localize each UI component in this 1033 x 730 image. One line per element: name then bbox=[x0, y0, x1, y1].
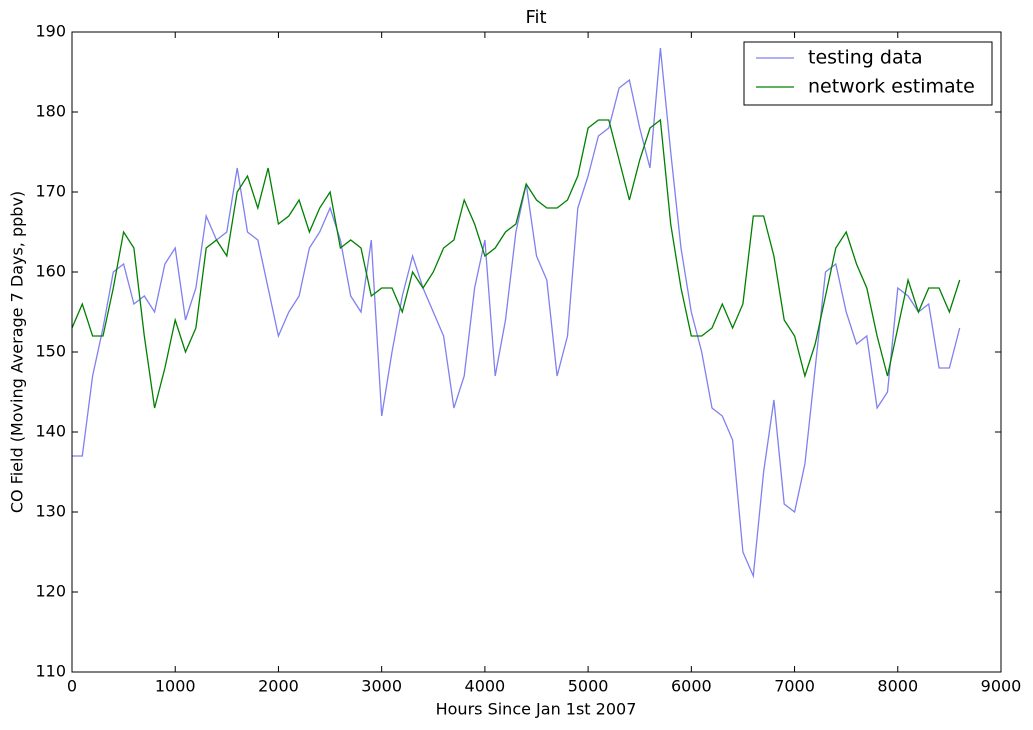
x-tick-label: 9000 bbox=[981, 677, 1022, 696]
data-line bbox=[71, 118, 961, 409]
x-tick-label: 2000 bbox=[258, 677, 299, 696]
x-tick-label: 4000 bbox=[465, 677, 506, 696]
data-line bbox=[72, 47, 961, 579]
plot-frame bbox=[71, 31, 1002, 673]
y-tick-label: 110 bbox=[35, 662, 66, 681]
legend-label: testing data bbox=[808, 47, 923, 69]
y-axis-label: CO Field (Moving Average 7 Days, ppbv) bbox=[8, 191, 27, 513]
y-tick-label: 160 bbox=[35, 262, 66, 281]
x-tick-label: 1000 bbox=[155, 677, 196, 696]
y-tick-label: 150 bbox=[35, 342, 66, 361]
y-tick-label: 120 bbox=[35, 582, 66, 601]
y-tick-label: 130 bbox=[35, 502, 66, 521]
y-tick-label: 170 bbox=[35, 182, 66, 201]
legend-box bbox=[743, 41, 993, 106]
x-axis-label: Hours Since Jan 1st 2007 bbox=[436, 700, 637, 719]
legend-label: network estimate bbox=[808, 76, 975, 98]
y-tick-label: 140 bbox=[35, 422, 66, 441]
x-tick-label: 6000 bbox=[671, 677, 712, 696]
y-tick-label: 190 bbox=[35, 22, 66, 41]
x-tick-label: 7000 bbox=[774, 677, 815, 696]
x-tick-label: 3000 bbox=[361, 677, 402, 696]
chart-title: Fit bbox=[525, 7, 546, 28]
x-tick-label: 8000 bbox=[877, 677, 918, 696]
y-tick-label: 180 bbox=[35, 102, 66, 121]
x-tick-label: 0 bbox=[67, 677, 77, 696]
x-tick-label: 5000 bbox=[568, 677, 609, 696]
